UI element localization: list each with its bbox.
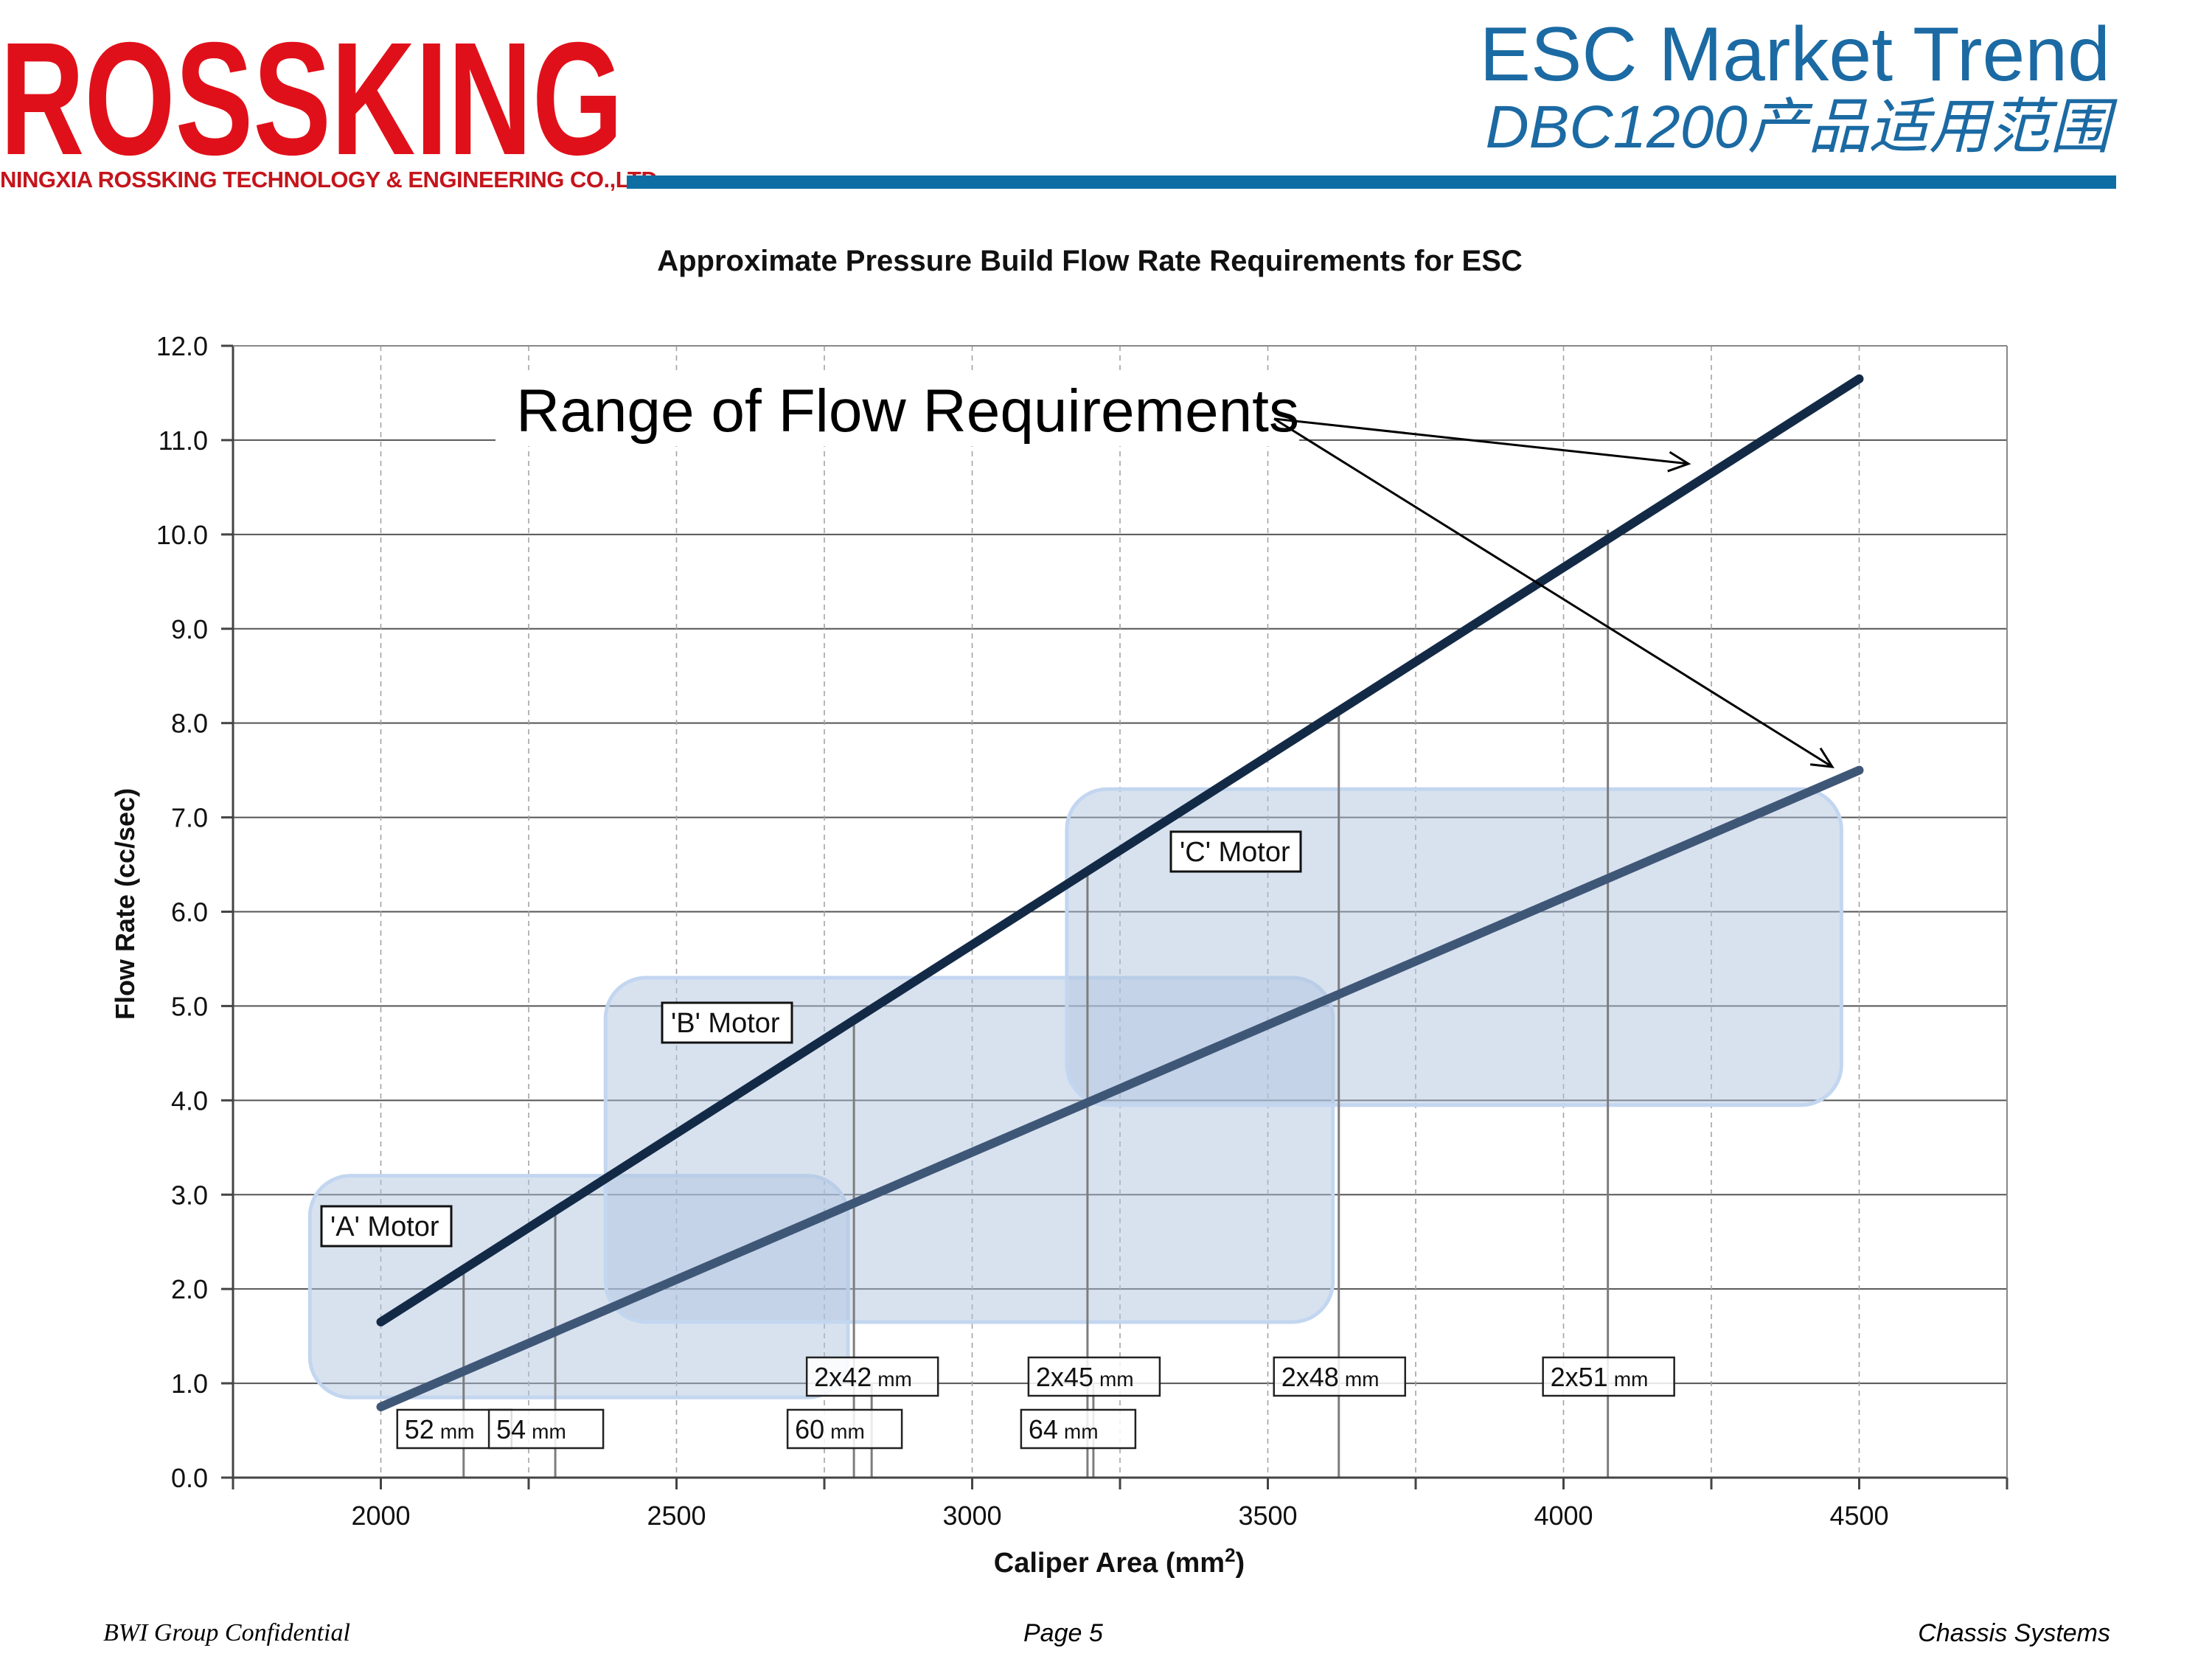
y-tick-label: 4.0 <box>171 1085 208 1116</box>
motor-label: 'B' Motor <box>671 1008 780 1039</box>
caliper-size-box <box>1542 1356 1675 1397</box>
y-tick-label: 9.0 <box>171 614 208 644</box>
caliper-size-label: 52 mm <box>405 1414 475 1444</box>
caliper-size-label: 60 mm <box>795 1414 865 1444</box>
caliper-size-label: 54 mm <box>496 1414 566 1444</box>
motor-label-box <box>1169 830 1302 873</box>
annotation-background <box>495 372 1299 446</box>
y-tick-label: 12.0 <box>156 331 208 361</box>
y-tick-label: 8.0 <box>171 709 208 739</box>
flow-limit-line-2 <box>376 765 1864 1412</box>
y-tick-label: 1.0 <box>171 1368 208 1399</box>
range-annotation: Range of Flow Requirements <box>516 378 1299 445</box>
header-rule <box>627 175 2116 189</box>
caliper-size-box <box>1273 1356 1406 1397</box>
y-tick-label: 5.0 <box>171 991 208 1021</box>
caliper-size-label: 64 mm <box>1029 1414 1099 1444</box>
motor-label: 'A' Motor <box>330 1211 439 1242</box>
caliper-size-box <box>1027 1356 1161 1397</box>
y-tick-label: 10.0 <box>156 520 208 550</box>
arrow-head <box>1667 451 1691 473</box>
caliper-size-box <box>487 1408 605 1450</box>
caliper-size-box <box>786 1408 903 1450</box>
x-tick-label: 3500 <box>1238 1500 1297 1531</box>
caliper-size-box <box>805 1356 939 1397</box>
flow-rate-chart: 52 mm 54 mm 60 mm 2x42 mm 64 mm 2x45 mm 2x48 mm 2x51 mm… <box>110 245 2008 1579</box>
y-tick-label: 0.0 <box>171 1463 208 1493</box>
y-tick-label: 7.0 <box>171 803 208 833</box>
caliper-size-label: 2x51 mm <box>1551 1362 1649 1392</box>
footer-confidential: BWI Group Confidential <box>103 1619 350 1646</box>
x-tick-label: 4500 <box>1829 1500 1888 1531</box>
slide-subtitle: DBC1200产品适用范围 <box>1485 94 2110 161</box>
y-tick-label: 6.0 <box>171 897 208 928</box>
x-tick-label: 2500 <box>647 1500 706 1531</box>
caliper-size-label: 2x42 mm <box>814 1362 912 1392</box>
arrow-head <box>1810 747 1834 768</box>
rossking-logo: ROSSKING <box>0 32 623 161</box>
y-axis-title: Flow Rate (cc/sec) <box>110 788 140 1020</box>
motor-label: 'C' Motor <box>1180 837 1290 868</box>
x-tick-label: 3000 <box>942 1500 1001 1531</box>
slide-title: ESC Market Trend <box>1479 12 2110 97</box>
annotation-arrow <box>1273 417 1689 465</box>
y-tick-label: 11.0 <box>159 425 208 456</box>
motor-label-box <box>320 1205 453 1248</box>
y-tick-label: 2.0 <box>171 1274 208 1304</box>
caliper-size-box <box>1020 1408 1137 1450</box>
company-name: NINGXIA ROSSKING TECHNOLOGY & ENGINEERIN… <box>0 167 658 192</box>
footer-division: Chassis Systems <box>1918 1619 2110 1647</box>
footer-page-number: Page 5 <box>1023 1619 1103 1647</box>
flow-limit-line-1 <box>376 374 1864 1326</box>
x-tick-label: 4000 <box>1534 1500 1593 1531</box>
caliper-size-label: 2x48 mm <box>1281 1362 1380 1392</box>
annotation-arrow <box>1273 417 1833 768</box>
chart-title: Approximate Pressure Build Flow Rate Req… <box>657 245 1523 277</box>
y-tick-label: 3.0 <box>171 1180 208 1210</box>
logo-wordmark: ROSSKING <box>0 32 623 161</box>
motor-label-box <box>661 1001 793 1044</box>
x-axis-title: Caliper Area (mm2) <box>994 1544 1245 1579</box>
x-tick-label: 2000 <box>351 1500 410 1531</box>
caliper-size-label: 2x45 mm <box>1036 1362 1134 1392</box>
